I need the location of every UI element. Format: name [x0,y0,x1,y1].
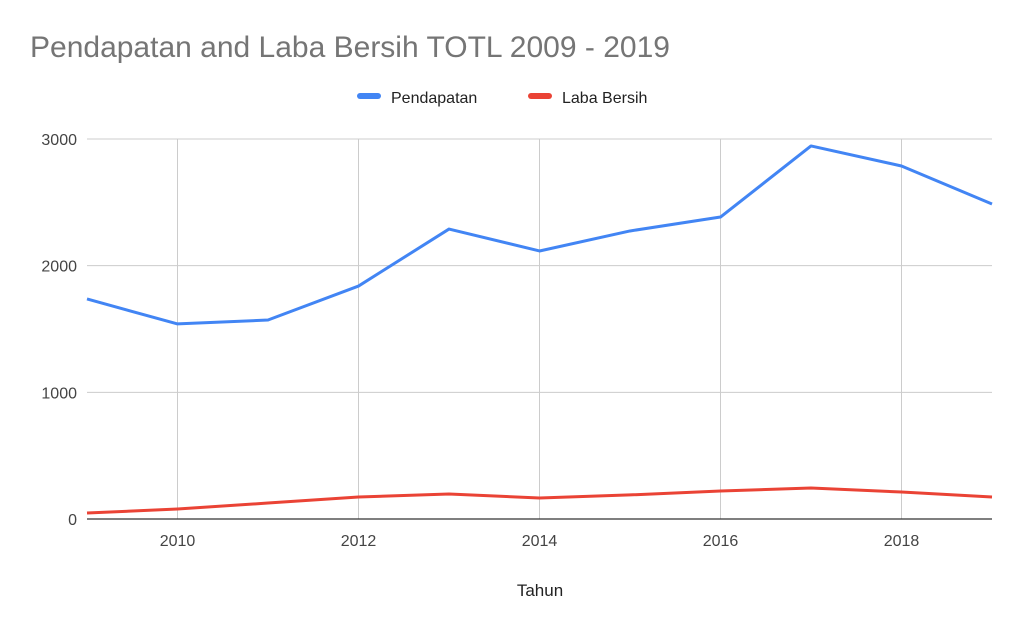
tick-labels: 0 1000 2000 3000 2010 2012 2014 2016 2018 [41,132,919,550]
legend-swatch [357,93,381,99]
series-lines [86,144,993,515]
x-tick-label: 2018 [884,533,920,550]
legend-swatch [528,93,552,99]
chart-title: Pendapatan and Laba Bersih TOTL 2009 - 2… [30,31,670,64]
x-tick-label: 2012 [341,533,377,550]
y-tick-label: 1000 [41,385,77,402]
y-tick-label: 3000 [41,132,77,149]
x-axis-title: Tahun [517,581,563,600]
legend-label: Laba Bersih [562,90,647,107]
legend-item: Laba Bersih [528,90,647,107]
series-line-pendapatan [86,144,993,326]
y-tick-label: 2000 [41,259,77,276]
x-tick-label: 2016 [703,533,739,550]
grid [87,138,992,520]
series-line-laba-bersih [86,486,993,515]
x-tick-label: 2010 [160,533,196,550]
legend-label: Pendapatan [391,90,477,107]
x-tick-label: 2014 [522,533,558,550]
legend-item: Pendapatan [357,90,477,107]
y-tick-label: 0 [68,512,77,529]
legend: Pendapatan Laba Bersih [357,90,647,107]
